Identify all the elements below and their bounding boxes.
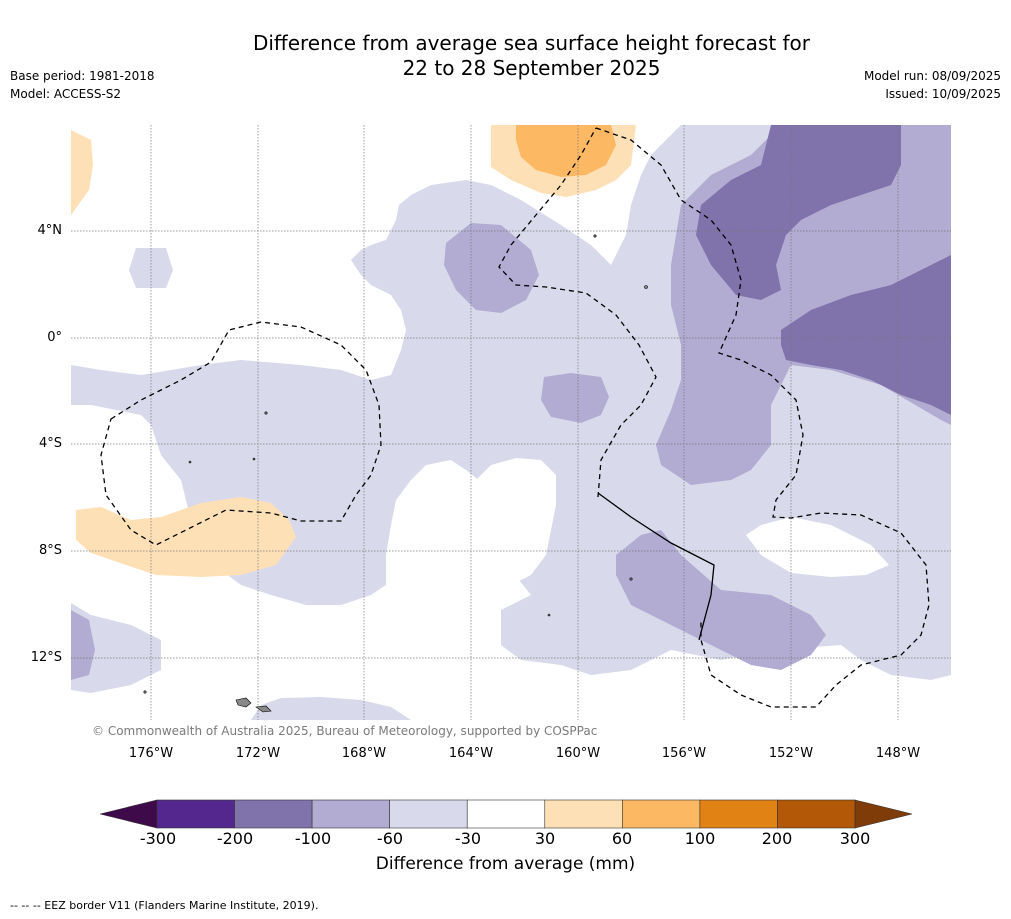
lon-label: 176°W	[128, 746, 174, 761]
colorbar-segment	[777, 799, 856, 829]
lon-label: 160°W	[555, 746, 601, 761]
lat-label: 8°S	[38, 543, 62, 558]
title-line-2: 22 to 28 September 2025	[402, 56, 661, 80]
colorbar-svg	[99, 799, 913, 829]
anomaly-dark-purple	[696, 125, 951, 415]
colorbar-tick-label: -30	[454, 829, 482, 848]
colorbar-tick-label: -60	[376, 829, 404, 848]
issued-date: Issued: 10/09/2025	[885, 87, 1001, 101]
meta-right: Model run: 08/09/2025 Issued: 10/09/2025	[864, 67, 1001, 103]
colorbar-title: Difference from average (mm)	[375, 854, 636, 874]
base-period: Base period: 1981-2018	[10, 69, 155, 83]
lon-label: 152°W	[768, 746, 814, 761]
colorbar-tick-label: 200	[761, 829, 793, 848]
anomaly-neutral-holes	[461, 458, 889, 585]
map-panel	[71, 125, 951, 720]
model-name: Model: ACCESS-S2	[10, 87, 122, 101]
lat-label: 0°	[47, 330, 62, 345]
lon-label: 148°W	[875, 746, 921, 761]
lat-label: 4°N	[37, 223, 63, 238]
colorbar-segment	[156, 799, 235, 829]
colorbar	[99, 799, 913, 829]
map-svg	[71, 125, 951, 720]
colorbar-tick-label: -200	[216, 829, 254, 848]
lat-label: 12°S	[30, 650, 62, 665]
eez-footnote: -- -- -- EEZ border V11 (Flanders Marine…	[10, 899, 319, 912]
lon-label: 164°W	[448, 746, 494, 761]
colorbar-tick-label: 30	[534, 829, 556, 848]
model-run: Model run: 08/09/2025	[863, 69, 1001, 83]
colorbar-segment	[311, 799, 390, 829]
eez-border	[100, 127, 930, 708]
colorbar-tick-label: -300	[139, 829, 177, 848]
lon-label: 168°W	[341, 746, 387, 761]
islands	[143, 234, 648, 713]
colorbar-segment	[389, 799, 468, 829]
colorbar-segment	[699, 799, 778, 829]
colorbar-extend-low	[99, 799, 158, 829]
colorbar-segment	[234, 799, 313, 829]
lon-label: 156°W	[661, 746, 707, 761]
colorbar-segment	[466, 799, 546, 829]
lon-label: 172°W	[235, 746, 281, 761]
colorbar-tick-label: -100	[294, 829, 332, 848]
colorbar-tick-label: 300	[839, 829, 871, 848]
title-line-1: Difference from average sea surface heig…	[252, 31, 811, 55]
graticule	[71, 125, 951, 720]
anomaly-orange	[71, 125, 636, 577]
lat-label: 4°S	[38, 436, 62, 451]
colorbar-tick-label: 100	[684, 829, 716, 848]
copyright-notice: © Commonwealth of Australia 2025, Bureau…	[92, 724, 598, 738]
colorbar-tick-label: 60	[611, 829, 633, 848]
chart-title: Difference from average sea surface heig…	[0, 31, 1011, 81]
colorbar-segment	[544, 799, 623, 829]
meta-left: Base period: 1981-2018 Model: ACCESS-S2	[10, 67, 155, 103]
colorbar-segment	[622, 799, 701, 829]
colorbar-extend-high	[854, 799, 913, 829]
